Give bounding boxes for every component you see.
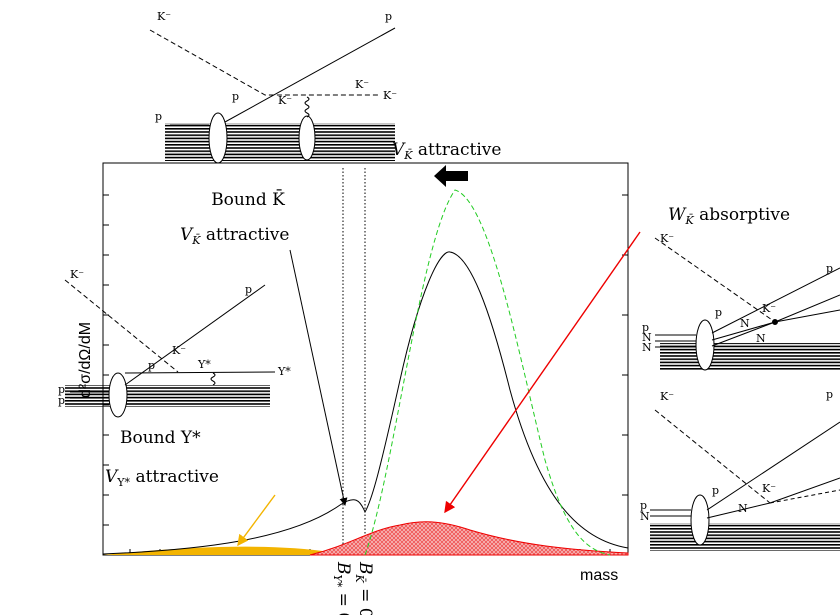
no-absorption-curve	[364, 189, 611, 556]
right-bottom-labels: K⁻ p p N p K⁻ N	[640, 388, 833, 523]
label: p	[826, 262, 833, 275]
label: K⁻	[70, 268, 84, 281]
label: N	[738, 502, 748, 515]
absorption-area	[309, 521, 629, 556]
rest: attractive	[201, 225, 290, 245]
v: V	[392, 140, 406, 160]
right-bottom-diagram	[650, 409, 840, 551]
label: N	[740, 317, 750, 330]
right-top-labels: K⁻ p p N N p K⁻ N N	[642, 232, 833, 354]
v: V	[180, 225, 194, 245]
rest: attractive	[413, 140, 502, 160]
rest: absorptive	[694, 205, 790, 225]
b: B	[355, 561, 375, 575]
arrow	[289, 249, 348, 506]
label: K⁻	[660, 390, 674, 403]
spectrum-curve	[102, 251, 629, 555]
annotation: Bound Y*	[120, 428, 201, 448]
label: p	[232, 90, 239, 103]
sub: K̄	[684, 214, 694, 227]
top-diagram	[149, 27, 396, 164]
label: N	[640, 510, 650, 523]
w: W	[668, 205, 687, 225]
label: K⁻	[157, 10, 171, 23]
label: p	[712, 484, 719, 497]
label: K⁻	[762, 482, 776, 495]
y-axis-label: d²σ/dΩ/dM	[77, 322, 94, 398]
label: Y*	[277, 365, 291, 378]
ystar-area	[103, 546, 330, 555]
annotation: Bound K̄	[211, 188, 285, 210]
label: p	[58, 383, 65, 396]
sub: K̄	[191, 234, 201, 247]
rest: = 0	[355, 583, 375, 615]
sub: Y*	[331, 575, 344, 588]
label: p	[245, 283, 252, 296]
label: N	[642, 331, 652, 344]
left-diagram	[64, 279, 276, 418]
label: K⁻	[172, 344, 186, 357]
v: V	[105, 467, 119, 487]
sub: Y*	[116, 476, 130, 489]
label: N	[642, 341, 652, 354]
label: p	[642, 321, 649, 334]
arrow	[237, 494, 276, 547]
right-top-diagram	[654, 237, 840, 371]
rest: = 0	[333, 587, 353, 615]
label: K⁻	[383, 89, 397, 102]
label: Y*	[197, 358, 211, 371]
label: K⁻	[660, 232, 674, 245]
annotation: VY* attractive	[105, 467, 219, 489]
label: K⁻	[762, 302, 776, 315]
threshold-label: BK̄ = 0	[353, 561, 375, 615]
label: p	[148, 359, 155, 372]
threshold-label: BY* = 0	[331, 561, 353, 615]
label: N	[756, 332, 766, 345]
annotation: WK̄ absorptive	[668, 205, 790, 227]
label: p	[385, 10, 392, 23]
sub: K̄	[403, 149, 413, 162]
top-labels: K⁻ p p p K⁻ K⁻ K⁻	[155, 10, 397, 123]
label: p	[826, 388, 833, 401]
shift-arrow	[434, 165, 468, 187]
x-axis-label: mass	[580, 567, 618, 584]
label: p	[58, 394, 65, 407]
label: p	[155, 110, 162, 123]
label: p	[640, 499, 647, 512]
label: K⁻	[278, 94, 292, 107]
arrow	[444, 231, 641, 514]
label: K⁻	[355, 78, 369, 91]
b: B	[333, 561, 353, 575]
left-labels: K⁻ p p p p K⁻ Y* Y*	[58, 268, 291, 407]
annotation: VK̄ attractive	[180, 225, 289, 247]
label: p	[715, 306, 722, 319]
rest: attractive	[130, 467, 219, 487]
annotation: VK̄ attractive	[392, 140, 501, 162]
sub: K̄	[353, 574, 366, 584]
